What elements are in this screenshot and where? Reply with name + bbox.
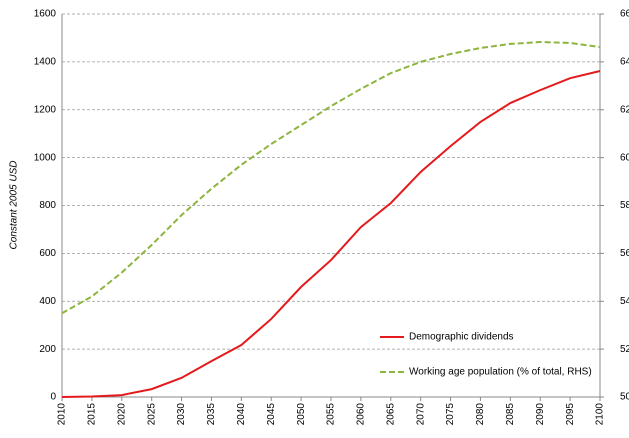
y2-tick-label: 50 (620, 392, 629, 403)
y2-tick-label: 52 (620, 344, 629, 355)
y2-tick-label: 66 (620, 9, 629, 20)
x-tick-label: 2060 (356, 403, 367, 426)
x-tick-label: 2015 (87, 403, 98, 426)
series-line (61, 41, 601, 315)
x-tick-label: 2045 (266, 403, 277, 426)
x-tick-label: 2010 (57, 403, 68, 426)
legend-label: Working age population (% of total, RHS) (409, 367, 592, 378)
x-tick-label: 2040 (236, 403, 247, 426)
x-tick-label: 2025 (146, 403, 157, 426)
y2-tick-label: 64 (620, 57, 629, 68)
y-tick-label: 1200 (34, 104, 57, 115)
x-tick-label: 2090 (535, 403, 546, 426)
x-tick-label: 2085 (505, 403, 516, 426)
y2-tick-label: 58 (620, 200, 629, 211)
x-tick-label: 2050 (296, 403, 307, 426)
y-tick-label: 800 (39, 200, 56, 211)
x-tick-label: 2020 (116, 403, 127, 426)
y2-tick-label: 62 (620, 104, 629, 115)
y-tick-label: 200 (39, 344, 56, 355)
y2-tick-label: 54 (620, 296, 629, 307)
x-tick-label: 2055 (326, 403, 337, 426)
series-line (61, 69, 601, 398)
y-tick-label: 1000 (34, 152, 57, 163)
y-tick-label: 0 (50, 392, 56, 403)
y-tick-label: 1600 (34, 9, 57, 20)
x-tick-label: 2100 (595, 403, 606, 426)
x-tick-label: 2070 (415, 403, 426, 426)
x-tick-label: 2075 (445, 403, 456, 426)
y-tick-label: 1400 (34, 57, 57, 68)
x-tick-label: 2065 (385, 403, 396, 426)
x-tick-label: 2035 (206, 403, 217, 426)
y-axis-label: Constant 2005 USD (9, 161, 20, 250)
legend-label: Demographic dividends (409, 332, 514, 343)
x-tick-label: 2030 (176, 403, 187, 426)
x-tick-label: 2080 (475, 403, 486, 426)
y-tick-label: 400 (39, 296, 56, 307)
y2-tick-label: 60 (620, 152, 629, 163)
y2-tick-label: 56 (620, 248, 629, 259)
x-tick-label: 2095 (565, 403, 576, 426)
y-tick-label: 600 (39, 248, 56, 259)
